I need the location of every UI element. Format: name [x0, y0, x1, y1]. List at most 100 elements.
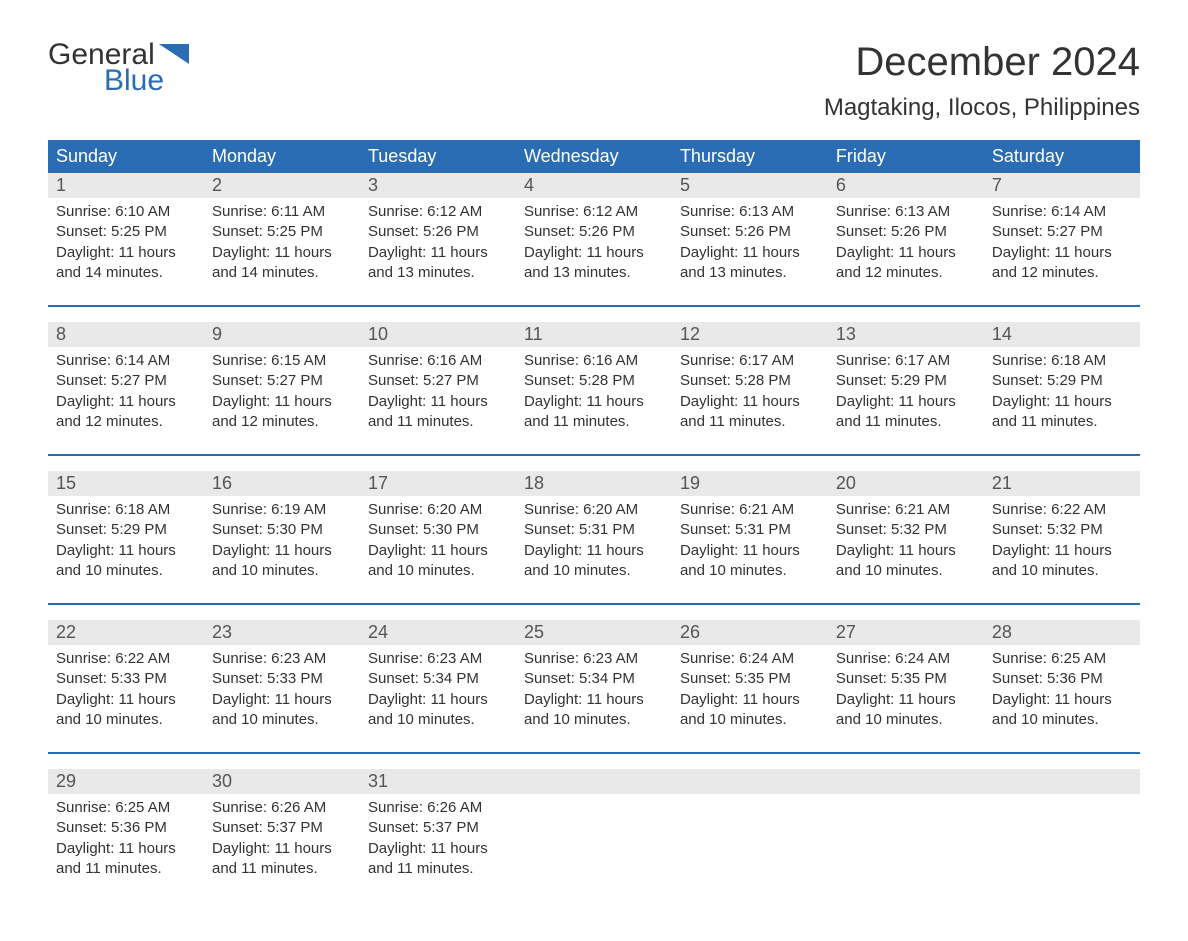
day-data-row: Sunrise: 6:14 AMSunset: 5:27 PMDaylight:…	[48, 347, 1140, 455]
day-sunrise: Sunrise: 6:11 AM	[212, 202, 352, 222]
day-day1: Daylight: 11 hours	[836, 392, 976, 412]
day-day2: and 12 minutes.	[212, 412, 352, 432]
day-sunset: Sunset: 5:30 PM	[368, 520, 508, 540]
day-sunrise: Sunrise: 6:23 AM	[524, 649, 664, 669]
day-day2: and 10 minutes.	[524, 561, 664, 581]
day-day2: and 11 minutes.	[368, 859, 508, 879]
week-separator	[48, 306, 1140, 322]
day-data: Sunrise: 6:22 AMSunset: 5:33 PMDaylight:…	[48, 645, 204, 753]
day-sunrise: Sunrise: 6:25 AM	[56, 798, 196, 818]
day-number: 1	[48, 173, 204, 198]
day-sunrise: Sunrise: 6:19 AM	[212, 500, 352, 520]
day-number: 15	[48, 471, 204, 496]
day-day2: and 11 minutes.	[992, 412, 1132, 432]
day-sunrise: Sunrise: 6:20 AM	[524, 500, 664, 520]
day-sunset: Sunset: 5:30 PM	[212, 520, 352, 540]
day-sunset: Sunset: 5:31 PM	[524, 520, 664, 540]
day-day1: Daylight: 11 hours	[836, 690, 976, 710]
day-sunrise: Sunrise: 6:21 AM	[680, 500, 820, 520]
empty-cell	[828, 769, 984, 794]
day-day2: and 13 minutes.	[368, 263, 508, 283]
title-block: December 2024 Magtaking, Ilocos, Philipp…	[824, 40, 1140, 122]
day-day2: and 10 minutes.	[56, 561, 196, 581]
day-day1: Daylight: 11 hours	[212, 243, 352, 263]
day-number: 30	[204, 769, 360, 794]
day-sunrise: Sunrise: 6:24 AM	[680, 649, 820, 669]
day-sunrise: Sunrise: 6:26 AM	[212, 798, 352, 818]
day-day1: Daylight: 11 hours	[212, 541, 352, 561]
day-number: 10	[360, 322, 516, 347]
day-sunset: Sunset: 5:26 PM	[524, 222, 664, 242]
day-sunrise: Sunrise: 6:17 AM	[680, 351, 820, 371]
day-data: Sunrise: 6:13 AMSunset: 5:26 PMDaylight:…	[828, 198, 984, 306]
day-sunset: Sunset: 5:34 PM	[524, 669, 664, 689]
day-sunset: Sunset: 5:33 PM	[56, 669, 196, 689]
day-sunrise: Sunrise: 6:25 AM	[992, 649, 1132, 669]
day-number-row: 15161718192021	[48, 471, 1140, 496]
day-day2: and 10 minutes.	[680, 710, 820, 730]
dow-cell: Saturday	[984, 140, 1140, 173]
calendar-table: Sunday Monday Tuesday Wednesday Thursday…	[48, 140, 1140, 901]
day-data: Sunrise: 6:25 AMSunset: 5:36 PMDaylight:…	[48, 794, 204, 901]
day-sunset: Sunset: 5:34 PM	[368, 669, 508, 689]
day-day1: Daylight: 11 hours	[56, 839, 196, 859]
day-day2: and 10 minutes.	[836, 710, 976, 730]
day-sunset: Sunset: 5:36 PM	[56, 818, 196, 838]
day-data: Sunrise: 6:26 AMSunset: 5:37 PMDaylight:…	[360, 794, 516, 901]
day-day2: and 10 minutes.	[680, 561, 820, 581]
empty-cell	[516, 794, 672, 901]
day-data: Sunrise: 6:22 AMSunset: 5:32 PMDaylight:…	[984, 496, 1140, 604]
day-sunrise: Sunrise: 6:18 AM	[992, 351, 1132, 371]
day-sunset: Sunset: 5:33 PM	[212, 669, 352, 689]
day-day1: Daylight: 11 hours	[836, 243, 976, 263]
day-day2: and 10 minutes.	[992, 561, 1132, 581]
day-sunset: Sunset: 5:26 PM	[836, 222, 976, 242]
day-day2: and 14 minutes.	[212, 263, 352, 283]
day-sunset: Sunset: 5:37 PM	[368, 818, 508, 838]
day-sunrise: Sunrise: 6:18 AM	[56, 500, 196, 520]
day-data: Sunrise: 6:23 AMSunset: 5:33 PMDaylight:…	[204, 645, 360, 753]
day-day1: Daylight: 11 hours	[56, 541, 196, 561]
day-sunrise: Sunrise: 6:14 AM	[992, 202, 1132, 222]
day-day2: and 13 minutes.	[524, 263, 664, 283]
day-sunset: Sunset: 5:32 PM	[836, 520, 976, 540]
empty-cell	[828, 794, 984, 901]
day-sunrise: Sunrise: 6:17 AM	[836, 351, 976, 371]
day-data: Sunrise: 6:16 AMSunset: 5:28 PMDaylight:…	[516, 347, 672, 455]
day-day2: and 11 minutes.	[56, 859, 196, 879]
day-day1: Daylight: 11 hours	[680, 541, 820, 561]
day-number: 7	[984, 173, 1140, 198]
day-day2: and 10 minutes.	[368, 710, 508, 730]
day-data: Sunrise: 6:19 AMSunset: 5:30 PMDaylight:…	[204, 496, 360, 604]
month-title: December 2024	[824, 40, 1140, 84]
day-number: 4	[516, 173, 672, 198]
week-separator	[48, 604, 1140, 620]
day-sunset: Sunset: 5:26 PM	[368, 222, 508, 242]
day-data: Sunrise: 6:10 AMSunset: 5:25 PMDaylight:…	[48, 198, 204, 306]
day-day2: and 10 minutes.	[368, 561, 508, 581]
day-number: 19	[672, 471, 828, 496]
day-data: Sunrise: 6:17 AMSunset: 5:29 PMDaylight:…	[828, 347, 984, 455]
day-number: 9	[204, 322, 360, 347]
day-day2: and 11 minutes.	[680, 412, 820, 432]
day-sunset: Sunset: 5:29 PM	[56, 520, 196, 540]
day-day2: and 13 minutes.	[680, 263, 820, 283]
day-day1: Daylight: 11 hours	[992, 541, 1132, 561]
week-separator	[48, 753, 1140, 769]
empty-cell	[516, 769, 672, 794]
day-day1: Daylight: 11 hours	[212, 392, 352, 412]
day-day2: and 11 minutes.	[836, 412, 976, 432]
day-data: Sunrise: 6:23 AMSunset: 5:34 PMDaylight:…	[516, 645, 672, 753]
day-number: 24	[360, 620, 516, 645]
day-number: 2	[204, 173, 360, 198]
day-sunrise: Sunrise: 6:12 AM	[368, 202, 508, 222]
day-data: Sunrise: 6:18 AMSunset: 5:29 PMDaylight:…	[984, 347, 1140, 455]
day-data: Sunrise: 6:13 AMSunset: 5:26 PMDaylight:…	[672, 198, 828, 306]
day-sunrise: Sunrise: 6:23 AM	[368, 649, 508, 669]
day-sunset: Sunset: 5:27 PM	[368, 371, 508, 391]
day-data: Sunrise: 6:25 AMSunset: 5:36 PMDaylight:…	[984, 645, 1140, 753]
dow-cell: Tuesday	[360, 140, 516, 173]
day-sunrise: Sunrise: 6:12 AM	[524, 202, 664, 222]
day-number: 23	[204, 620, 360, 645]
day-day2: and 10 minutes.	[212, 561, 352, 581]
